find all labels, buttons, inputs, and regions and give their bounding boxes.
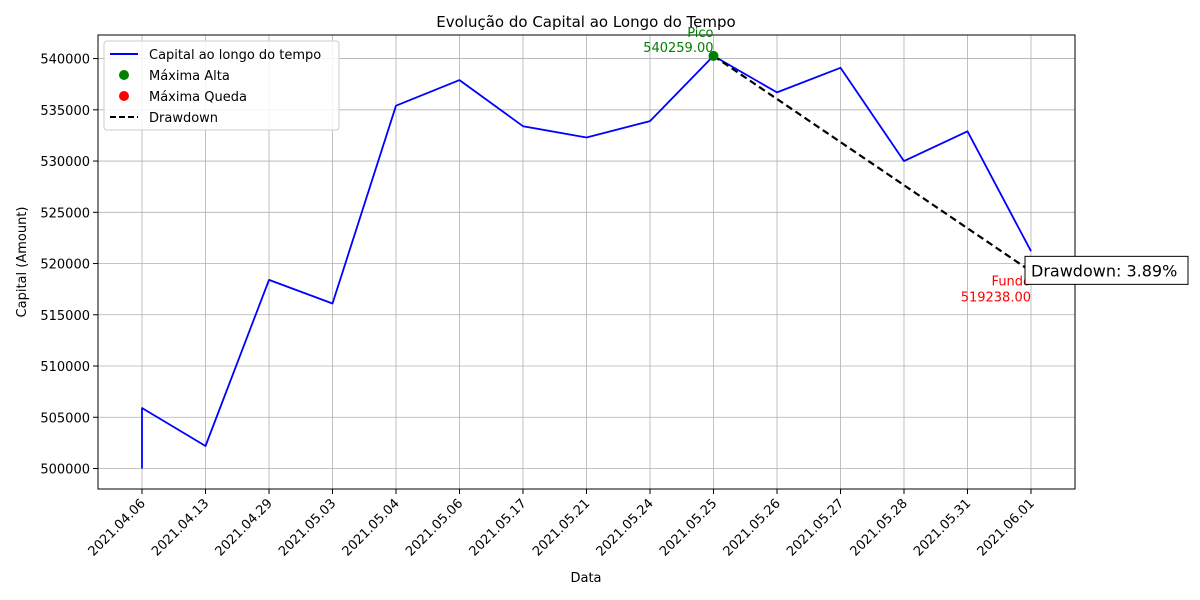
- legend-label-trough: Máxima Queda: [149, 90, 247, 105]
- chart-title: Evolução do Capital ao Longo do Tempo: [436, 13, 735, 31]
- peak-marker: [708, 50, 719, 61]
- legend-label-peak: Máxima Alta: [149, 69, 230, 84]
- peak-label: Pico: [687, 26, 713, 41]
- y-axis-label: Capital (Amount): [15, 207, 30, 318]
- drawdown-line: [712, 55, 1032, 273]
- y-tick-label: 510000: [40, 360, 90, 375]
- y-tick-label: 505000: [40, 411, 90, 426]
- legend-swatch-peak: [119, 70, 129, 80]
- legend-label-drawdown: Drawdown: [149, 111, 218, 126]
- peak-value-label: 540259.00: [643, 41, 713, 56]
- y-tick-label: 500000: [40, 463, 90, 478]
- drawdown-label: Drawdown: 3.89%: [1031, 261, 1177, 280]
- legend-box: [103, 40, 340, 131]
- legend-label-capital: Capital ao longo do tempo: [149, 48, 321, 63]
- y-tick-label: 530000: [40, 155, 90, 170]
- grid-lines: [98, 35, 1075, 489]
- y-axis-ticks: 500000 505000 510000 515000 520000 525000 5300…: [40, 53, 98, 478]
- trough-label: Fundo: [992, 274, 1031, 289]
- series-line-capital: [141, 55, 1032, 469]
- legend-swatch-trough: [119, 91, 129, 101]
- y-tick-label: 535000: [40, 104, 90, 119]
- y-tick-label: 520000: [40, 258, 90, 273]
- x-axis-label: Data: [570, 571, 601, 586]
- y-tick-label: 525000: [40, 206, 90, 221]
- y-tick-label: 515000: [40, 309, 90, 324]
- trough-value-label: 519238.00: [961, 290, 1031, 305]
- drawdown-box: [1024, 255, 1189, 285]
- legend: Capital ao longo do tempo Máxima Alta Má…: [103, 40, 340, 131]
- y-tick-label: 540000: [40, 53, 90, 68]
- series-layer: [141, 55, 1032, 469]
